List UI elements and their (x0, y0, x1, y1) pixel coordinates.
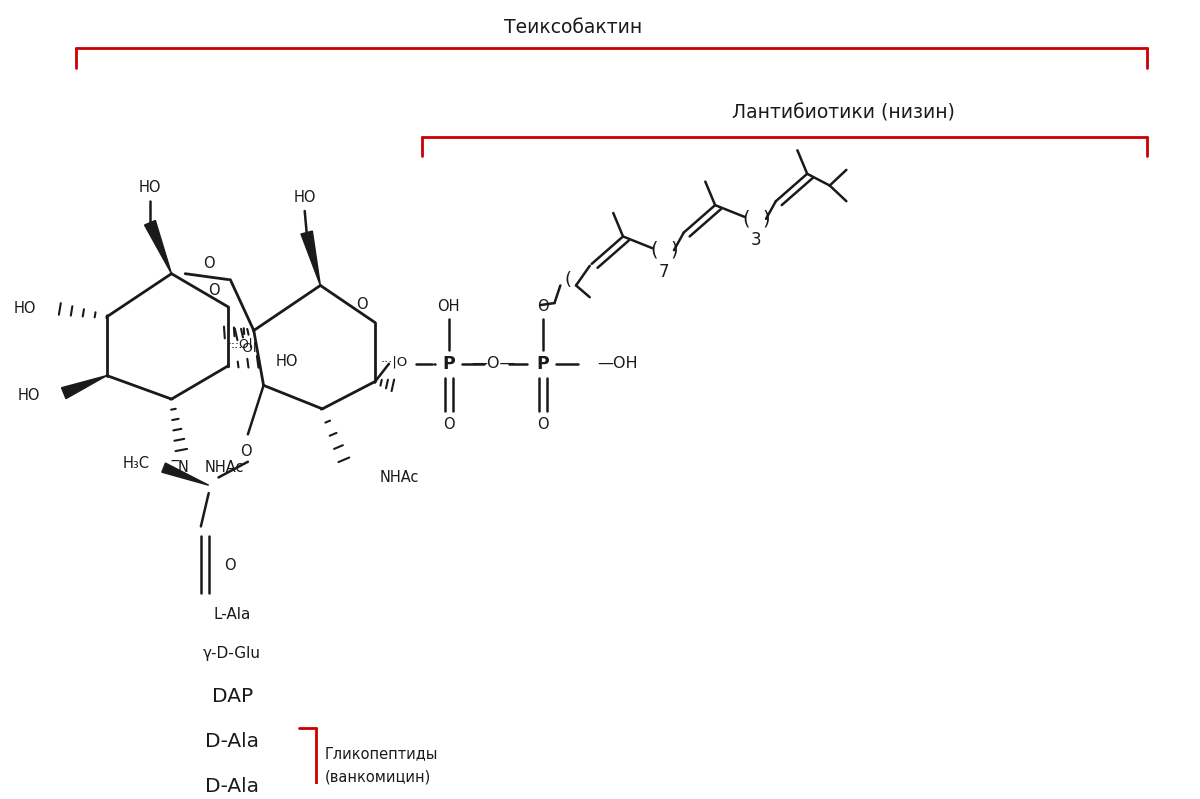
Text: HO: HO (14, 301, 36, 316)
Text: NHAc: NHAc (205, 460, 245, 475)
Text: P: P (536, 355, 550, 373)
Text: O: O (536, 417, 548, 432)
Text: L-Ala: L-Ala (214, 606, 251, 622)
Text: D-Ala: D-Ala (205, 732, 259, 751)
Text: (: ( (565, 271, 571, 288)
Text: Теиксобактин: Теиксобактин (504, 18, 642, 37)
Text: O: O (224, 558, 236, 573)
Text: (: ( (650, 240, 658, 260)
Text: NHAc: NHAc (379, 470, 419, 485)
Text: D-Ala: D-Ala (205, 777, 259, 796)
Polygon shape (144, 221, 172, 274)
Polygon shape (301, 231, 320, 285)
Text: ): ) (670, 240, 678, 260)
Text: 7: 7 (659, 263, 670, 280)
Polygon shape (162, 463, 209, 485)
Text: HO: HO (275, 354, 298, 369)
Text: (: ( (743, 209, 750, 229)
Text: OH: OH (438, 300, 460, 315)
Text: O: O (240, 444, 252, 459)
Text: HO: HO (139, 180, 161, 195)
Text: (ванкомицин): (ванкомицин) (324, 769, 431, 785)
Text: γ-D-Glu: γ-D-Glu (203, 646, 262, 661)
Text: DAP: DAP (211, 687, 253, 706)
Text: Гликопептиды: Гликопептиды (324, 746, 438, 761)
Text: ···|O: ···|O (382, 356, 408, 368)
Text: O: O (208, 283, 220, 298)
Text: O: O (355, 296, 367, 312)
Text: Лантибиотики (низин): Лантибиотики (низин) (732, 103, 955, 122)
Polygon shape (61, 376, 107, 399)
Text: HO: HO (18, 388, 41, 403)
Text: P: P (443, 355, 455, 373)
Text: O: O (203, 256, 215, 272)
Text: O: O (443, 417, 455, 432)
Text: —OH: —OH (598, 356, 638, 372)
Text: —O—: —O— (472, 356, 516, 372)
Text: ): ) (762, 209, 770, 229)
Text: ···Ol: ···Ol (227, 338, 253, 351)
Text: ̅N: ̅N (179, 460, 190, 475)
Text: HO: HO (294, 190, 316, 205)
Text: O: O (536, 300, 548, 315)
Text: ···Ol: ···Ol (230, 342, 257, 355)
Text: 3: 3 (751, 232, 762, 249)
Text: H₃C: H₃C (122, 456, 150, 471)
